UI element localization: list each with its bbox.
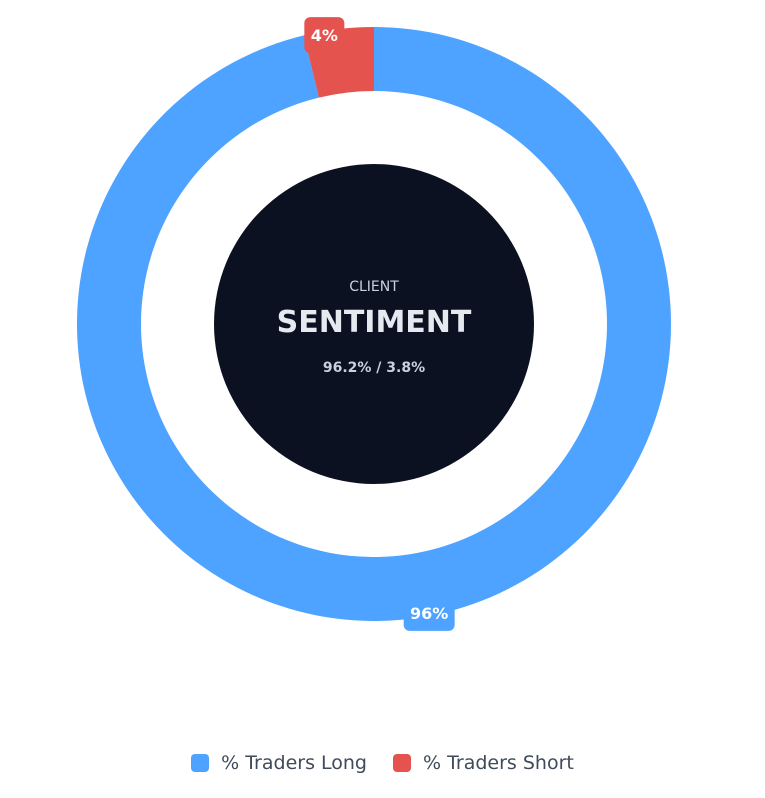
data-label-badge-traders-long (403, 594, 455, 631)
legend-label-long: % Traders Long (221, 752, 367, 774)
center-disc (214, 164, 534, 484)
center-title-text: SENTIMENT (277, 305, 472, 340)
data-label-badge-traders-short (304, 17, 345, 54)
center-eyebrow-text: CLIENT (349, 279, 399, 295)
data-label-text-traders-short: 4% (311, 26, 338, 45)
legend-item-short[interactable]: % Traders Short (392, 752, 574, 774)
legend-item-long[interactable]: % Traders Long (191, 752, 367, 774)
donut-chart-svg: CLIENT SENTIMENT 96.2% / 3.8% 96% 4% (77, 17, 672, 631)
center-subtitle-text: 96.2% / 3.8% (323, 360, 425, 376)
data-labels: 96% 4% (304, 17, 455, 631)
legend-swatch-long (191, 754, 210, 772)
data-label-text-traders-long: 96% (410, 604, 448, 623)
legend-label-short: % Traders Short (422, 752, 574, 774)
legend-swatch-short (392, 754, 411, 772)
chart-legend: % Traders Long % Traders Short (0, 752, 765, 774)
